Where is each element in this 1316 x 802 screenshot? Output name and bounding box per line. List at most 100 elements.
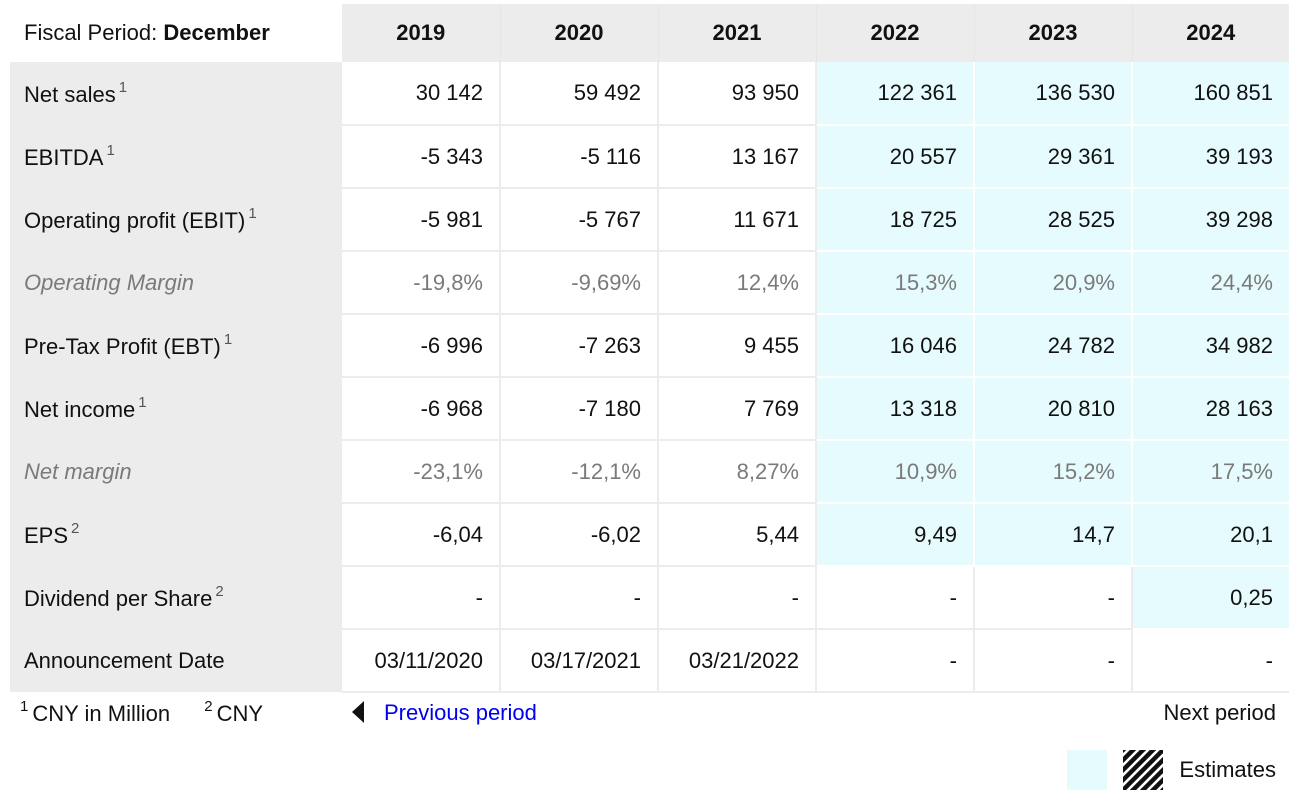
table-cell: 20,1 <box>1132 503 1289 567</box>
table-cell: - <box>658 566 817 630</box>
table-cell: 93 950 <box>658 62 817 126</box>
table-cell: 59 492 <box>500 62 659 126</box>
table-cell: - <box>816 566 975 630</box>
footnote-2: 2 CNY <box>204 698 264 726</box>
table-cell: -6 968 <box>342 377 501 441</box>
previous-period-label: Previous period <box>384 700 537 725</box>
table-cell: - <box>1132 629 1289 693</box>
next-period-label: Next period <box>1163 700 1276 725</box>
next-period-link[interactable]: Next period <box>1163 700 1276 726</box>
table-cell: - <box>974 566 1133 630</box>
table-cell: 24 782 <box>974 314 1133 378</box>
table-cell: 15,3% <box>816 251 975 315</box>
table-cell: -6 996 <box>342 314 501 378</box>
table-cell: 03/11/2020 <box>342 629 501 693</box>
table-cell: 15,2% <box>974 440 1133 504</box>
table-cell: 0,25 <box>1132 566 1289 630</box>
table-cell: -12,1% <box>500 440 659 504</box>
table-cell: - <box>500 566 659 630</box>
row-label: Net margin <box>10 440 342 503</box>
table-cell: 13 318 <box>816 377 975 441</box>
row-label-text: Net income <box>24 397 136 422</box>
table-body: Net sales 1 30 142 59 492 93 950 122 361 136 5… <box>10 62 1289 693</box>
row-label-text: Net margin <box>24 458 132 484</box>
fiscal-period-value: December <box>163 20 270 45</box>
fiscal-period-label: Fiscal Period: December <box>10 4 342 62</box>
table-row: Net margin -23,1% -12,1% 8,27% 10,9% 15,2% 17,… <box>10 440 1289 504</box>
row-label: Operating Margin <box>10 251 342 314</box>
row-label: Pre-Tax Profit (EBT) 1 <box>10 314 342 377</box>
footnote-marker: 1 <box>20 698 29 715</box>
estimate-swatch-icon <box>1067 750 1108 790</box>
footnote-marker: 2 <box>71 520 80 537</box>
row-label: Net income 1 <box>10 377 342 440</box>
hatch-pattern-icon <box>1123 750 1164 790</box>
row-label-text: Operating profit (EBIT) <box>24 208 246 233</box>
table-cell: -9,69% <box>500 251 659 315</box>
header-row: Fiscal Period: December 2019 2020 2021 2… <box>10 4 1289 62</box>
table-cell: 122 361 <box>816 62 975 126</box>
table-cell: 5,44 <box>658 503 817 567</box>
table-cell: 10,9% <box>816 440 975 504</box>
table-row: EBITDA 1 -5 343 -5 116 13 167 20 557 29 361 39 … <box>10 125 1289 189</box>
table-row: Net sales 1 30 142 59 492 93 950 122 361 136 5… <box>10 62 1289 126</box>
table-cell: 30 142 <box>342 62 501 126</box>
row-label-text: Pre-Tax Profit (EBT) <box>24 334 221 359</box>
year-header: 2023 <box>974 4 1133 62</box>
footnote-1: 1 CNY in Million <box>20 698 171 726</box>
table-cell: 03/21/2022 <box>658 629 817 693</box>
footnote-marker: 2 <box>204 698 213 715</box>
table-row: Dividend per Share 2- - - - -0,25 <box>10 566 1289 630</box>
row-label-text: EPS <box>24 523 69 548</box>
table-row: Operating Margin -19,8% -9,69% 12,4% 15,3% 20… <box>10 251 1289 315</box>
financials-table: Fiscal Period: December 2019 2020 2021 2… <box>10 4 1289 693</box>
table-cell: -19,8% <box>342 251 501 315</box>
table-cell: 20 810 <box>974 377 1133 441</box>
table-row: Operating profit (EBIT) 1 -5 981 -5 767 11 6… <box>10 188 1289 252</box>
table-cell: 136 530 <box>974 62 1133 126</box>
row-label-text: Net sales <box>24 82 116 107</box>
footnote-marker: 1 <box>248 205 257 222</box>
table-cell: 18 725 <box>816 188 975 252</box>
year-header: 2021 <box>658 4 817 62</box>
table-cell: 24,4% <box>1132 251 1289 315</box>
table-cell: 20,9% <box>974 251 1133 315</box>
table-cell: 9,49 <box>816 503 975 567</box>
fiscal-period-prefix: Fiscal Period: <box>24 20 164 45</box>
table-cell: 14,7 <box>974 503 1133 567</box>
table-cell: -5 343 <box>342 125 501 189</box>
row-label: Net sales 1 <box>10 62 342 125</box>
footnote-marker: 1 <box>223 331 233 348</box>
table-cell: 20 557 <box>816 125 975 189</box>
table-cell: 39 193 <box>1132 125 1289 189</box>
table-cell: 160 851 <box>1132 62 1289 126</box>
footnote-marker: 2 <box>215 583 224 600</box>
row-label-text: Announcement Date <box>24 647 225 673</box>
table-cell: 28 163 <box>1132 377 1289 441</box>
table-cell: 12,4% <box>658 251 817 315</box>
table-cell: 16 046 <box>816 314 975 378</box>
table-cell: -6,04 <box>342 503 501 567</box>
footnote-text: CNY in Million <box>32 701 171 726</box>
table-cell: -23,1% <box>342 440 501 504</box>
table-cell: 03/17/2021 <box>500 629 659 693</box>
year-header: 2019 <box>342 4 501 62</box>
table-cell: 29 361 <box>974 125 1133 189</box>
legend: Estimates <box>1067 750 1276 790</box>
table-cell: 8,27% <box>658 440 817 504</box>
table-cell: -7 180 <box>500 377 659 441</box>
table-cell: 17,5% <box>1132 440 1289 504</box>
table-row: Net income 1 -6 968 -7 180 7 769 13 318 20 810… <box>10 377 1289 441</box>
table-cell: 11 671 <box>658 188 817 252</box>
table-cell: - <box>816 629 975 693</box>
row-label: Operating profit (EBIT) 1 <box>10 188 342 251</box>
row-label: EBITDA 1 <box>10 125 342 188</box>
previous-period-link[interactable]: Previous period <box>352 700 537 726</box>
footnote-marker: 1 <box>106 142 115 159</box>
footnote-text: CNY <box>216 701 264 726</box>
table-cell: -6,02 <box>500 503 659 567</box>
table-row: Pre-Tax Profit (EBT) 1 -6 996 -7 263 9 455 16… <box>10 314 1289 378</box>
table-cell: 39 298 <box>1132 188 1289 252</box>
row-label-text: EBITDA <box>24 145 104 170</box>
